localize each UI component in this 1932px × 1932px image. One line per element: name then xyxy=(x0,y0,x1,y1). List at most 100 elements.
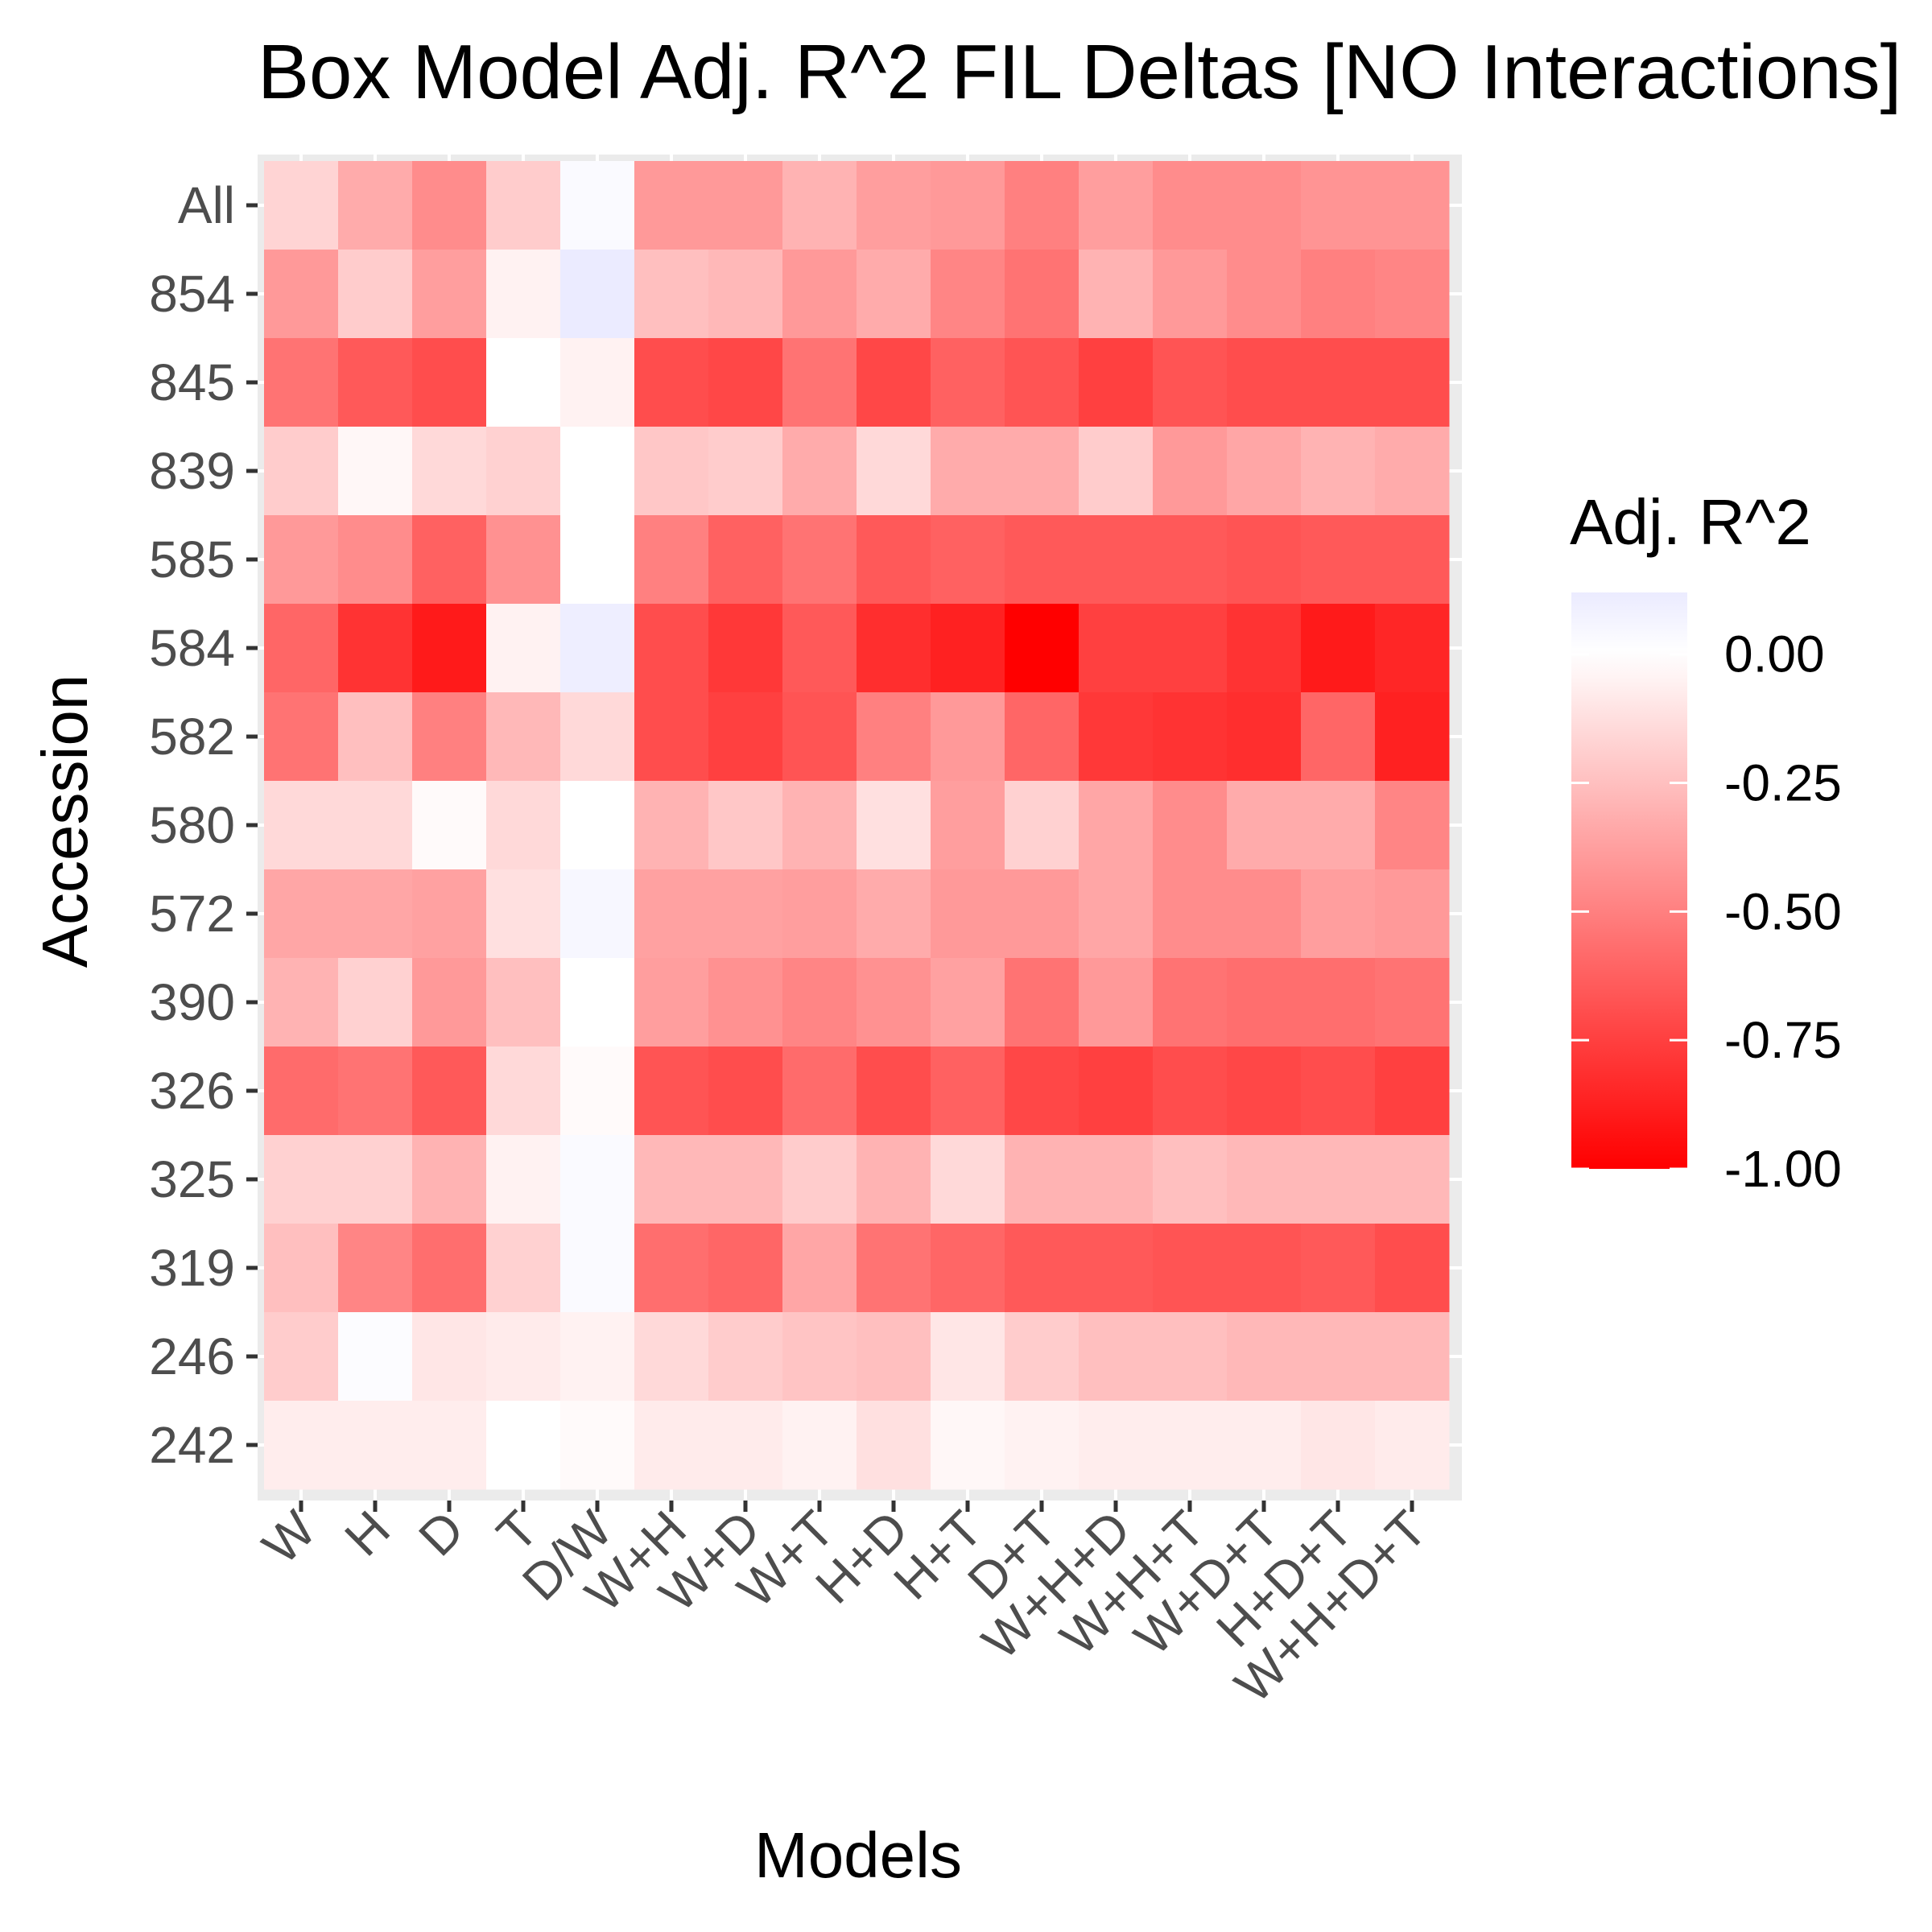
heatmap-cell xyxy=(1079,250,1154,339)
heatmap-cell xyxy=(931,427,1005,516)
heatmap-cell xyxy=(931,1401,1005,1490)
heatmap-cell xyxy=(634,692,709,782)
heatmap-cells xyxy=(264,161,1450,1490)
heatmap-cell xyxy=(412,1312,487,1402)
heatmap-cell xyxy=(931,1312,1005,1402)
heatmap-cell xyxy=(338,1224,413,1313)
heatmap-cell xyxy=(1079,161,1154,250)
heatmap-cell xyxy=(338,1312,413,1402)
heatmap-cell xyxy=(412,869,487,959)
heatmap-cell xyxy=(1153,958,1228,1047)
y-tick-label: 854 xyxy=(149,265,235,323)
heatmap-cell xyxy=(264,1312,339,1402)
heatmap-cell xyxy=(634,1401,709,1490)
heatmap-cell xyxy=(486,1046,561,1136)
heatmap-cell xyxy=(486,1135,561,1224)
heatmap-cell xyxy=(338,161,413,250)
heatmap-cell xyxy=(1227,250,1302,339)
heatmap-cell xyxy=(1153,1046,1228,1136)
heatmap-cell xyxy=(857,1135,931,1224)
heatmap-cell xyxy=(486,1224,561,1313)
heatmap-cell xyxy=(264,958,339,1047)
heatmap-cell xyxy=(1005,604,1080,693)
heatmap-cell xyxy=(634,338,709,427)
heatmap-cell xyxy=(1375,1046,1450,1136)
y-tick-label: 585 xyxy=(149,530,235,588)
heatmap-cell xyxy=(634,1312,709,1402)
heatmap-cell xyxy=(708,161,783,250)
heatmap-cell xyxy=(708,604,783,693)
heatmap-cell xyxy=(782,427,857,516)
heatmap-cell xyxy=(708,958,783,1047)
heatmap-cell xyxy=(1301,515,1376,605)
heatmap-cell xyxy=(264,338,339,427)
y-tick-label: 572 xyxy=(149,885,235,943)
y-axis: All 854 845 839 585 584 582 580 572 390 326 325 319 2… xyxy=(149,176,258,1474)
heatmap-cell xyxy=(634,1224,709,1313)
heatmap-cell xyxy=(412,1401,487,1490)
heatmap-cell xyxy=(1153,1401,1228,1490)
heatmap-cell xyxy=(1079,604,1154,693)
heatmap-cell xyxy=(857,692,931,782)
heatmap-cell xyxy=(782,515,857,605)
heatmap-cell xyxy=(338,781,413,870)
heatmap-cell xyxy=(1227,1401,1302,1490)
heatmap-cell xyxy=(782,1135,857,1224)
heatmap-cell xyxy=(560,1401,635,1490)
y-tick-label: 839 xyxy=(149,442,235,500)
heatmap-cell xyxy=(1375,250,1450,339)
heatmap-cell xyxy=(857,781,931,870)
heatmap-cell xyxy=(931,338,1005,427)
heatmap-cell xyxy=(1375,1135,1450,1224)
heatmap-cell xyxy=(1227,1312,1302,1402)
y-tick-label: 580 xyxy=(149,796,235,854)
heatmap-cell xyxy=(560,1046,635,1136)
heatmap-cell xyxy=(1153,604,1228,693)
legend-tick-label: -0.75 xyxy=(1724,1011,1842,1069)
heatmap-cell xyxy=(1079,1401,1154,1490)
heatmap-cell xyxy=(857,427,931,516)
heatmap-cell xyxy=(560,515,635,605)
heatmap-cell xyxy=(931,958,1005,1047)
heatmap-cell xyxy=(1153,1312,1228,1402)
heatmap-cell xyxy=(708,250,783,339)
heatmap-cell xyxy=(486,781,561,870)
heatmap-cell xyxy=(338,1401,413,1490)
heatmap-cell xyxy=(1375,869,1450,959)
heatmap-cell xyxy=(1079,1135,1154,1224)
y-tick-label: 242 xyxy=(149,1416,235,1474)
heatmap-cell xyxy=(560,958,635,1047)
heatmap-cell xyxy=(708,338,783,427)
heatmap-cell xyxy=(634,427,709,516)
heatmap-cell xyxy=(486,515,561,605)
heatmap-cell xyxy=(708,515,783,605)
heatmap-cell xyxy=(1301,1312,1376,1402)
heatmap-cell xyxy=(264,692,339,782)
heatmap-cell xyxy=(1005,1312,1080,1402)
y-tick-label: 325 xyxy=(149,1150,235,1208)
heatmap-cell xyxy=(1153,869,1228,959)
heatmap-cell xyxy=(1153,781,1228,870)
heatmap-cell xyxy=(1153,515,1228,605)
heatmap-cell xyxy=(1153,1224,1228,1313)
heatmap-cell xyxy=(857,1401,931,1490)
heatmap-cell xyxy=(412,604,487,693)
heatmap-cell xyxy=(1005,958,1080,1047)
heatmap-cell xyxy=(634,604,709,693)
heatmap-cell xyxy=(1375,781,1450,870)
legend-ticks: 0.00 -0.25 -0.50 -0.75 -1.00 xyxy=(1571,625,1842,1198)
heatmap-cell xyxy=(560,604,635,693)
heatmap-cell xyxy=(1005,161,1080,250)
heatmap-cell xyxy=(412,781,487,870)
heatmap-cell xyxy=(1153,161,1228,250)
heatmap-cell xyxy=(634,781,709,870)
heatmap-cell xyxy=(486,338,561,427)
heatmap-cell xyxy=(486,1401,561,1490)
heatmap-cell xyxy=(1227,338,1302,427)
heatmap-cell xyxy=(1153,427,1228,516)
heatmap-cell xyxy=(560,1135,635,1224)
x-tick-label: H xyxy=(333,1500,401,1567)
heatmap-cell xyxy=(338,692,413,782)
heatmap-cell xyxy=(857,250,931,339)
